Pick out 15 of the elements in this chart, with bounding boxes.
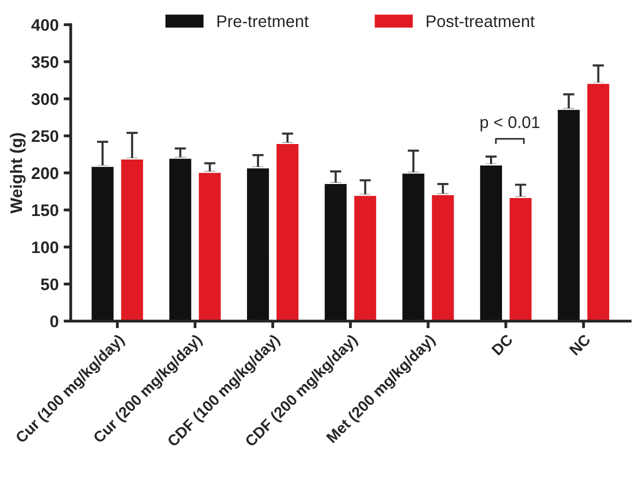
y-tick-label: 350 xyxy=(32,56,58,68)
y-tick-label: 150 xyxy=(32,204,58,216)
y-tick-label: 50 xyxy=(40,278,58,290)
y-tick-label: 300 xyxy=(32,93,58,106)
annotation: p < 0.01 xyxy=(480,116,540,132)
x-tick-label: NC xyxy=(568,333,592,356)
y-tick-label: 0 xyxy=(50,316,58,328)
y-axis-title: Weight (g) xyxy=(10,133,26,214)
y-tick-label: 250 xyxy=(32,130,58,142)
y-tick-label: 100 xyxy=(32,241,58,254)
y-tick-label: 200 xyxy=(32,167,58,180)
legend-label: Post-treatment xyxy=(426,16,535,28)
y-tick-label: 400 xyxy=(31,19,58,31)
legend-label: Pre-tretment xyxy=(218,16,309,28)
x-tick-label: DC xyxy=(491,333,514,356)
